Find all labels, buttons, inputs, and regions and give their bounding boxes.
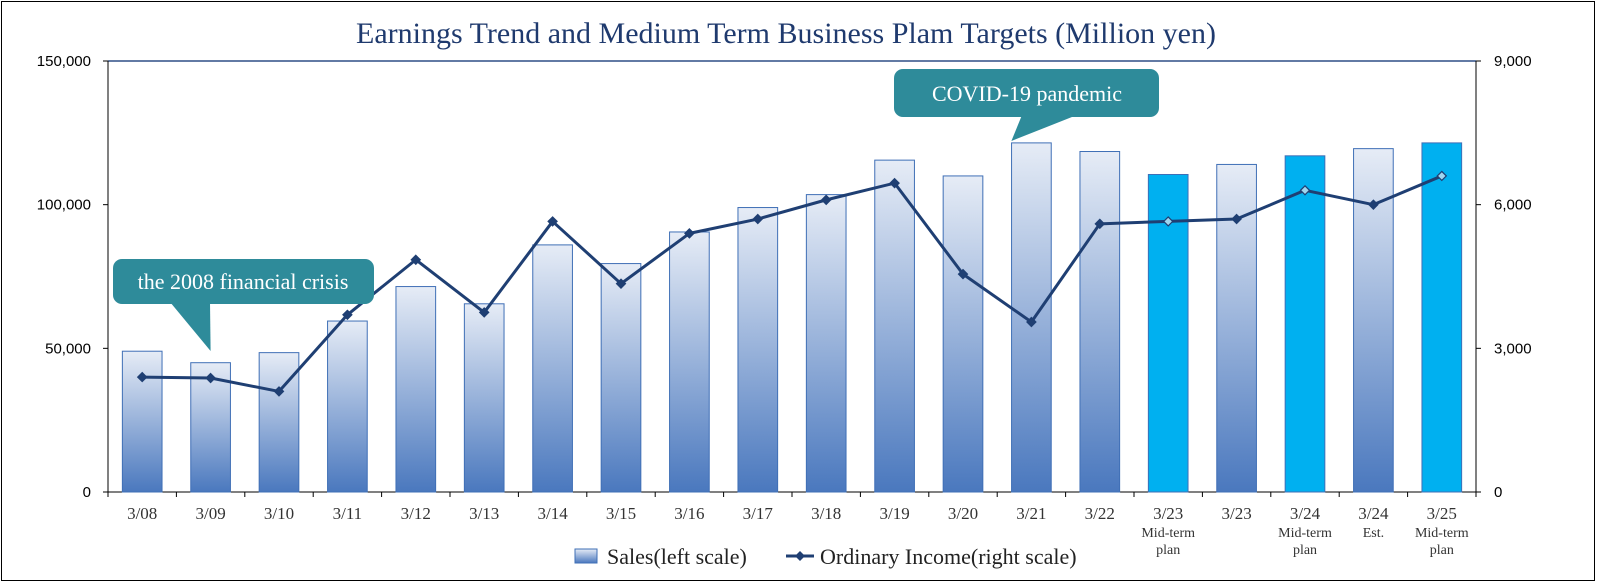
ordinary-income-point (752, 213, 764, 225)
sales-bar-plan (1147, 173, 1189, 493)
legend-swatch-sales (574, 548, 598, 564)
x-tick-label: 3/19 (879, 504, 909, 523)
x-tick-label: 3/15 (606, 504, 636, 523)
ordinary-income-point (205, 372, 216, 384)
left-tick-label: 50,000 (45, 340, 91, 357)
x-tick-sublabel: Mid-term (1278, 526, 1332, 541)
x-tick-label: 3/10 (264, 504, 294, 523)
ordinary-income-point (1026, 316, 1037, 328)
x-tick-label: 3/23 (1153, 504, 1183, 523)
x-tick-label: 3/08 (127, 504, 157, 523)
sales-bar (395, 286, 437, 493)
sales-bar (121, 350, 163, 493)
x-tick-label: 3/22 (1085, 504, 1115, 523)
legend-marker-income (795, 551, 805, 561)
sales-bar (600, 263, 642, 493)
x-tick-label: 3/16 (674, 504, 704, 523)
sales-bar (737, 207, 779, 493)
sales-bar (327, 320, 368, 493)
x-tick-label: 3/17 (743, 504, 774, 523)
left-tick-label: 100,000 (37, 197, 91, 214)
ordinary-income-point (342, 309, 353, 321)
ordinary-income-point (1162, 216, 1174, 227)
chart-title: Earnings Trend and Medium Term Business … (356, 17, 1216, 50)
sales-bar (1079, 151, 1121, 493)
x-tick-label: 3/24 (1290, 504, 1321, 523)
sales-bar (258, 352, 300, 493)
callout-label: COVID-19 pandemic (932, 81, 1122, 106)
callout-box (113, 259, 374, 304)
ordinary-income-point (615, 278, 627, 290)
ordinary-income-line (142, 174, 1443, 393)
x-tick-label: 3/20 (948, 504, 978, 523)
left-tick-label: 0 (83, 484, 91, 501)
x-tick-label: 3/14 (537, 504, 568, 523)
ordinary-income-point (273, 386, 285, 397)
x-tick-sublabel: Est. (1363, 526, 1384, 541)
callout-box (894, 69, 1159, 117)
legend-label-income: Ordinary Income(right scale) (820, 544, 1077, 569)
x-tick-label: 3/23 (1221, 504, 1251, 523)
ordinary-income-point (410, 254, 422, 266)
x-tick-label: 3/21 (1016, 504, 1046, 523)
callout-pointer (1011, 115, 1077, 141)
x-tick-label: 3/18 (811, 504, 841, 523)
sales-bar (942, 175, 984, 493)
callout-label: the 2008 financial crisis (138, 269, 349, 294)
callout-financial-crisis: the 2008 financial crisis (113, 259, 374, 351)
sales-bar (532, 244, 573, 493)
ordinary-income-point (1094, 218, 1106, 230)
ordinary-income-point (1299, 184, 1311, 196)
x-tick-label: 3/13 (469, 504, 499, 523)
ordinary-income-point (1231, 213, 1242, 225)
ordinary-income-point (957, 268, 969, 280)
x-tick-sublabel: Mid-term (1415, 526, 1469, 541)
x-tick-label: 3/09 (195, 504, 225, 523)
sales-bar (805, 194, 847, 493)
callout-pointer (170, 302, 211, 351)
right-tick-label: 6,000 (1494, 197, 1532, 214)
sales-bar-plan (1284, 155, 1326, 493)
left-tick-label: 150,000 (37, 53, 91, 70)
x-tick-sublabel: plan (1430, 543, 1454, 558)
ordinary-income-point (1368, 199, 1379, 211)
sales-bar-plan (1421, 142, 1463, 493)
right-tick-label: 0 (1494, 484, 1502, 501)
ordinary-income-point (684, 228, 695, 239)
legend-label-sales: Sales(left scale) (607, 544, 747, 569)
x-tick-label: 3/11 (333, 504, 363, 523)
ordinary-income-point (478, 307, 490, 318)
legend-item-sales: Sales(left scale) (574, 544, 747, 569)
ordinary-income-point (1436, 170, 1448, 182)
x-tick-label: 3/12 (401, 504, 431, 523)
x-tick-sublabel: plan (1156, 543, 1180, 558)
ordinary-income-point (547, 216, 558, 227)
callout-covid: COVID-19 pandemic (894, 69, 1159, 141)
sales-bar (874, 159, 915, 493)
x-tick-label: 3/24 (1358, 504, 1389, 523)
right-tick-label: 9,000 (1494, 53, 1532, 70)
ordinary-income-point (889, 177, 900, 189)
ordinary-income-point (820, 194, 832, 206)
sales-bar (669, 231, 710, 493)
right-tick-label: 3,000 (1494, 340, 1532, 357)
sales-bar (463, 303, 505, 493)
x-tick-label: 3/25 (1427, 504, 1457, 523)
x-tick-sublabel: plan (1293, 543, 1317, 558)
ordinary-income-point (136, 371, 148, 383)
x-tick-sublabel: Mid-term (1141, 526, 1195, 541)
sales-bar (190, 362, 231, 493)
legend-item-income: Ordinary Income(right scale) (786, 544, 1077, 569)
